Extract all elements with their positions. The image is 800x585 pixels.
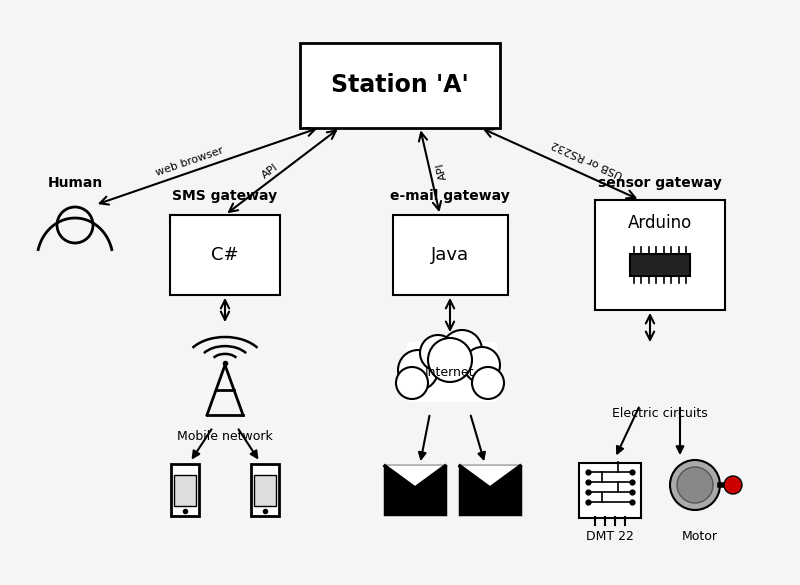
FancyBboxPatch shape bbox=[385, 466, 445, 514]
Text: API: API bbox=[435, 161, 449, 181]
Text: Human: Human bbox=[47, 176, 102, 190]
Circle shape bbox=[420, 335, 456, 371]
FancyBboxPatch shape bbox=[460, 466, 520, 514]
Text: e-mail gateway: e-mail gateway bbox=[390, 189, 510, 203]
Circle shape bbox=[398, 350, 438, 390]
Circle shape bbox=[396, 367, 428, 399]
Text: web browser: web browser bbox=[154, 145, 225, 177]
Text: Internet: Internet bbox=[426, 366, 474, 378]
Text: Station 'A': Station 'A' bbox=[331, 73, 469, 97]
Circle shape bbox=[442, 330, 482, 370]
FancyBboxPatch shape bbox=[630, 254, 690, 276]
Text: Arduino: Arduino bbox=[628, 214, 692, 232]
Text: SMS gateway: SMS gateway bbox=[173, 189, 278, 203]
Text: USB or RS232: USB or RS232 bbox=[550, 138, 626, 179]
FancyBboxPatch shape bbox=[300, 43, 500, 128]
Text: C#: C# bbox=[211, 246, 239, 264]
Text: sensor gateway: sensor gateway bbox=[598, 176, 722, 190]
FancyBboxPatch shape bbox=[254, 475, 276, 506]
Circle shape bbox=[677, 467, 713, 503]
Circle shape bbox=[464, 347, 500, 383]
Text: API: API bbox=[261, 162, 281, 181]
Text: Motor: Motor bbox=[682, 530, 718, 543]
Text: Electric circuits: Electric circuits bbox=[612, 407, 708, 420]
FancyBboxPatch shape bbox=[579, 463, 641, 518]
FancyBboxPatch shape bbox=[174, 475, 196, 506]
Circle shape bbox=[472, 367, 504, 399]
Text: DMT 22: DMT 22 bbox=[586, 530, 634, 543]
Circle shape bbox=[428, 338, 472, 382]
FancyBboxPatch shape bbox=[171, 464, 199, 516]
Text: Java: Java bbox=[431, 246, 469, 264]
FancyBboxPatch shape bbox=[393, 215, 507, 295]
Polygon shape bbox=[385, 466, 445, 488]
Polygon shape bbox=[460, 466, 520, 488]
Circle shape bbox=[670, 460, 720, 510]
FancyBboxPatch shape bbox=[251, 464, 279, 516]
Text: Mobile network: Mobile network bbox=[177, 430, 273, 443]
FancyBboxPatch shape bbox=[407, 342, 497, 402]
FancyBboxPatch shape bbox=[595, 200, 725, 310]
FancyBboxPatch shape bbox=[170, 215, 280, 295]
Circle shape bbox=[724, 476, 742, 494]
